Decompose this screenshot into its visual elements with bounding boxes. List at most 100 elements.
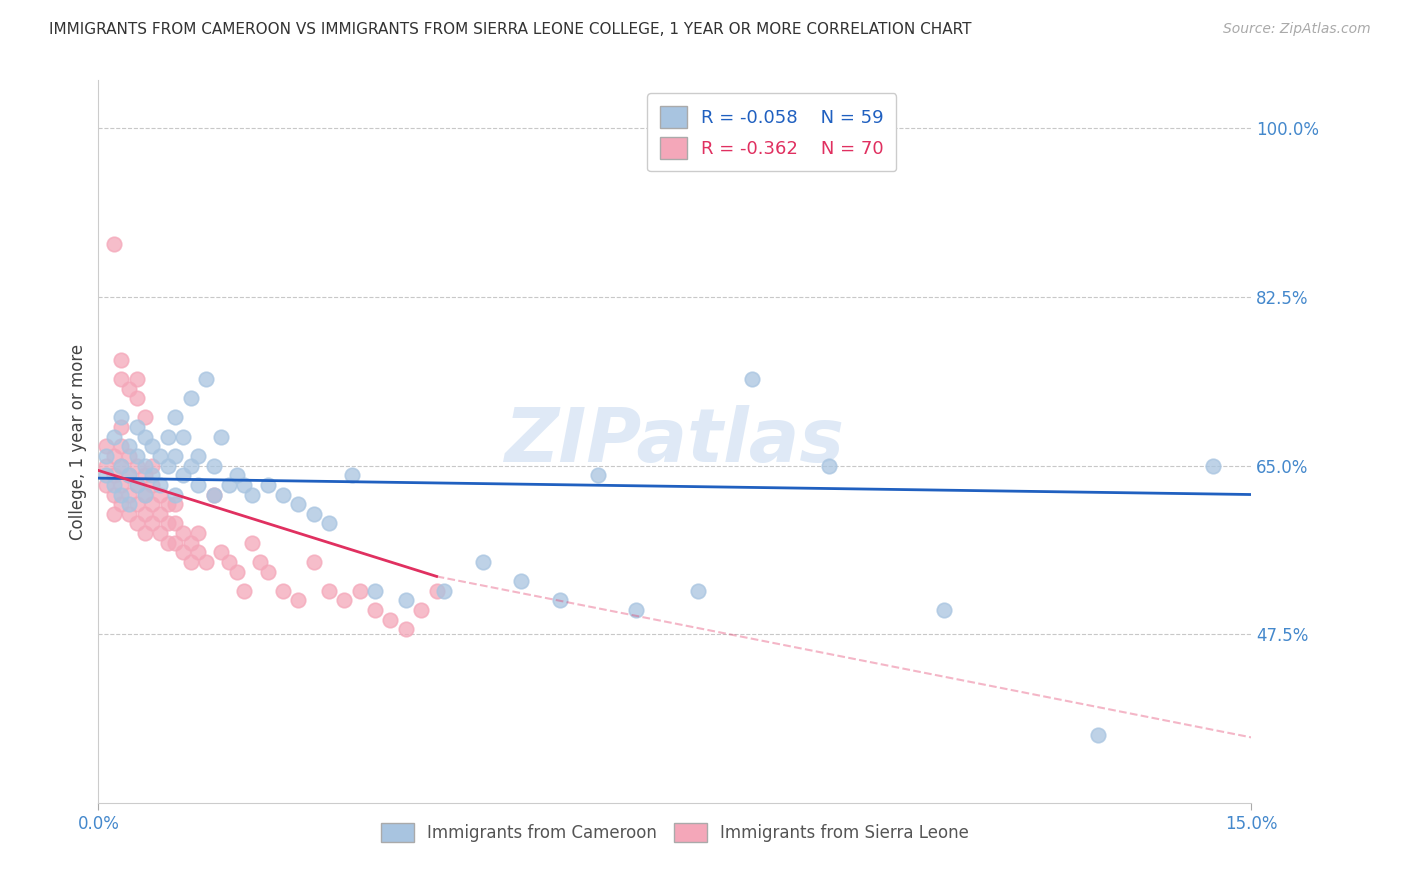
- Point: [287, 593, 309, 607]
- Point: [411, 603, 433, 617]
- Point: [225, 468, 247, 483]
- Point: [141, 458, 163, 473]
- Point: [741, 372, 763, 386]
- Point: [209, 545, 232, 559]
- Point: [141, 439, 163, 453]
- Point: [118, 468, 141, 483]
- Point: [218, 478, 240, 492]
- Text: ZIPatlas: ZIPatlas: [505, 405, 845, 478]
- Point: [125, 420, 148, 434]
- Point: [180, 391, 202, 405]
- Point: [180, 535, 202, 549]
- Point: [187, 449, 209, 463]
- Point: [180, 555, 202, 569]
- Point: [364, 583, 387, 598]
- Point: [149, 526, 172, 541]
- Point: [125, 516, 148, 531]
- Point: [125, 391, 148, 405]
- Point: [240, 487, 263, 501]
- Point: [395, 623, 418, 637]
- Point: [103, 507, 125, 521]
- Legend: Immigrants from Cameroon, Immigrants from Sierra Leone: Immigrants from Cameroon, Immigrants fro…: [374, 816, 976, 848]
- Point: [118, 487, 141, 501]
- Point: [172, 526, 194, 541]
- Point: [156, 430, 179, 444]
- Point: [118, 439, 141, 453]
- Point: [134, 458, 156, 473]
- Point: [172, 430, 194, 444]
- Point: [134, 468, 156, 483]
- Point: [318, 516, 340, 531]
- Point: [165, 497, 187, 511]
- Point: [686, 583, 709, 598]
- Point: [932, 603, 955, 617]
- Point: [626, 603, 648, 617]
- Point: [225, 565, 247, 579]
- Point: [149, 449, 172, 463]
- Point: [110, 410, 132, 425]
- Point: [349, 583, 371, 598]
- Point: [271, 487, 294, 501]
- Point: [134, 507, 156, 521]
- Point: [195, 555, 218, 569]
- Point: [141, 468, 163, 483]
- Point: [817, 458, 839, 473]
- Point: [180, 458, 202, 473]
- Point: [1202, 458, 1225, 473]
- Point: [165, 410, 187, 425]
- Point: [380, 613, 402, 627]
- Point: [233, 478, 256, 492]
- Point: [94, 468, 117, 483]
- Point: [125, 449, 148, 463]
- Point: [510, 574, 533, 589]
- Point: [103, 430, 125, 444]
- Point: [249, 555, 271, 569]
- Point: [202, 487, 225, 501]
- Point: [256, 478, 278, 492]
- Point: [134, 410, 156, 425]
- Point: [287, 497, 309, 511]
- Point: [471, 555, 494, 569]
- Point: [103, 468, 125, 483]
- Point: [426, 583, 449, 598]
- Point: [187, 545, 209, 559]
- Y-axis label: College, 1 year or more: College, 1 year or more: [69, 343, 87, 540]
- Point: [165, 487, 187, 501]
- Point: [118, 497, 141, 511]
- Point: [94, 458, 117, 473]
- Point: [110, 487, 132, 501]
- Point: [134, 487, 156, 501]
- Point: [110, 372, 132, 386]
- Point: [125, 478, 148, 492]
- Point: [110, 420, 132, 434]
- Point: [110, 458, 132, 473]
- Point: [125, 478, 148, 492]
- Point: [240, 535, 263, 549]
- Point: [141, 516, 163, 531]
- Point: [94, 439, 117, 453]
- Point: [125, 372, 148, 386]
- Point: [256, 565, 278, 579]
- Point: [110, 497, 132, 511]
- Point: [125, 458, 148, 473]
- Point: [302, 555, 325, 569]
- Point: [318, 583, 340, 598]
- Point: [187, 478, 209, 492]
- Point: [149, 487, 172, 501]
- Point: [110, 458, 132, 473]
- Point: [141, 478, 163, 492]
- Point: [94, 478, 117, 492]
- Point: [395, 593, 418, 607]
- Point: [333, 593, 356, 607]
- Point: [134, 526, 156, 541]
- Point: [103, 487, 125, 501]
- Point: [165, 449, 187, 463]
- Point: [433, 583, 456, 598]
- Point: [149, 507, 172, 521]
- Text: Source: ZipAtlas.com: Source: ZipAtlas.com: [1223, 22, 1371, 37]
- Point: [141, 497, 163, 511]
- Point: [118, 468, 141, 483]
- Point: [103, 449, 125, 463]
- Point: [165, 516, 187, 531]
- Point: [187, 526, 209, 541]
